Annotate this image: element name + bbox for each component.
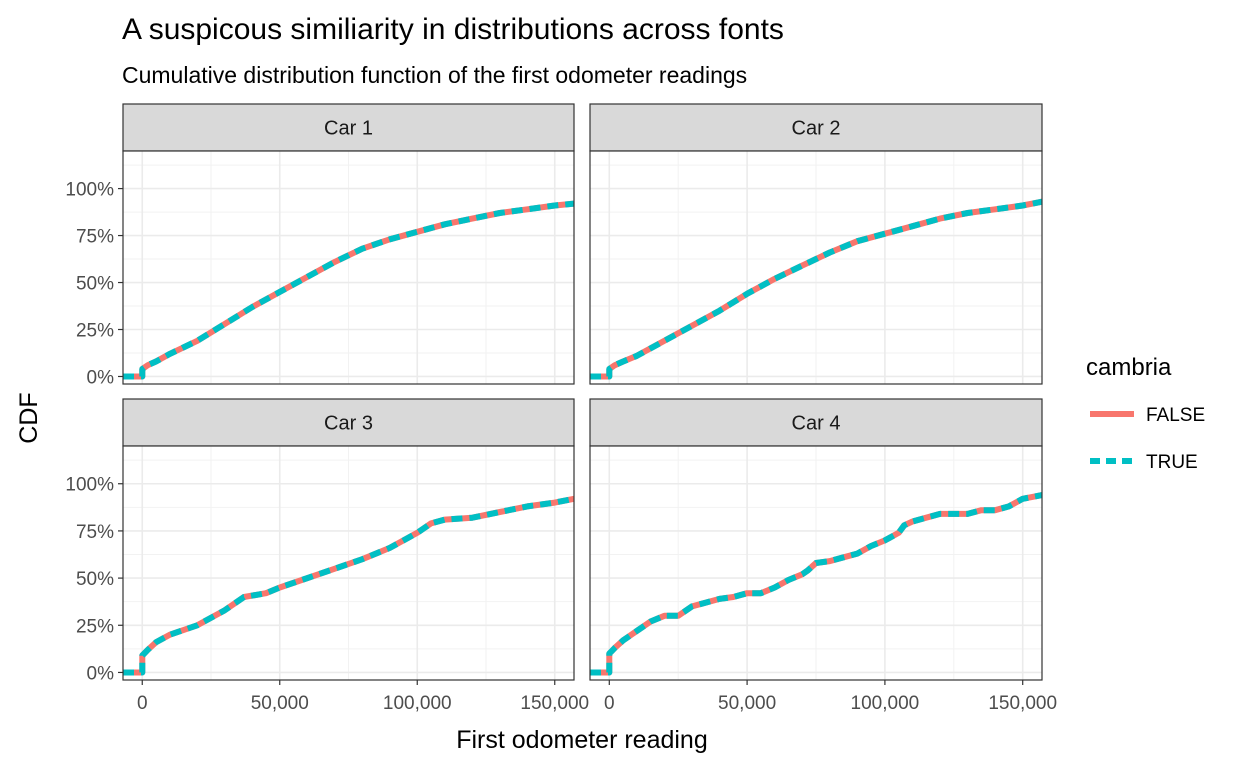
y-tick-label: 50% xyxy=(76,569,114,590)
y-axis-title: CDF xyxy=(15,392,43,443)
x-tick-label: 50,000 xyxy=(251,693,309,714)
y-tick-label: 75% xyxy=(76,522,114,543)
facet-panels: Car 1 0% 25% 50% 75% 100% Car 2 Car 3 0% 25% 50% 75… xyxy=(65,103,1057,714)
panel-border xyxy=(122,150,575,385)
facet-strip xyxy=(122,398,575,447)
facet-panel-2: Car 2 xyxy=(589,103,1043,385)
y-tick-label: 100% xyxy=(65,180,114,201)
facet-strip xyxy=(589,398,1043,447)
panel-border xyxy=(589,445,1043,681)
facet-strip-label: Car 1 xyxy=(324,118,373,140)
series-line-true xyxy=(123,200,575,380)
x-tick-label: 0 xyxy=(137,693,148,714)
y-tick-label: 25% xyxy=(76,616,114,637)
chart-title: A suspicous similiarity in distributions… xyxy=(122,13,784,46)
legend: cambria FALSE TRUE xyxy=(1086,354,1205,473)
series-line-true xyxy=(590,198,1043,380)
panel-border xyxy=(122,445,575,681)
facet-strip xyxy=(589,103,1043,152)
y-tick-label: 0% xyxy=(87,367,115,388)
facet-strip-label: Car 3 xyxy=(324,413,373,435)
y-tick-label: 50% xyxy=(76,274,114,295)
series-line-true xyxy=(123,495,575,676)
x-tick-label: 100,000 xyxy=(383,693,452,714)
x-tick-label: 0 xyxy=(604,693,615,714)
legend-label-false: FALSE xyxy=(1146,405,1205,426)
facet-panel-1: Car 1 0% 25% 50% 75% 100% xyxy=(65,103,575,388)
x-tick-label: 150,000 xyxy=(988,693,1057,714)
legend-label-true: TRUE xyxy=(1146,452,1198,473)
x-axis-title: First odometer reading xyxy=(456,726,708,754)
series-line-true xyxy=(590,492,1043,676)
y-tick-label: 100% xyxy=(65,475,114,496)
legend-title: cambria xyxy=(1086,354,1172,381)
y-tick-label: 0% xyxy=(87,663,115,684)
y-tick-label: 75% xyxy=(76,227,114,248)
chart-subtitle: Cumulative distribution function of the … xyxy=(122,62,748,88)
y-tick-label: 25% xyxy=(76,321,114,342)
facet-strip-label: Car 2 xyxy=(792,118,841,140)
x-tick-label: 100,000 xyxy=(851,693,920,714)
panel-border xyxy=(589,150,1043,385)
x-tick-label: 150,000 xyxy=(520,693,589,714)
facet-panel-3: Car 3 0% 25% 50% 75% 100% 0 50,000 100,000 150,00… xyxy=(65,398,589,714)
facet-panel-4: Car 4 0 50,000 100,000 150,000 xyxy=(589,398,1057,714)
facet-strip-label: Car 4 xyxy=(792,413,841,435)
x-tick-label: 50,000 xyxy=(718,693,776,714)
